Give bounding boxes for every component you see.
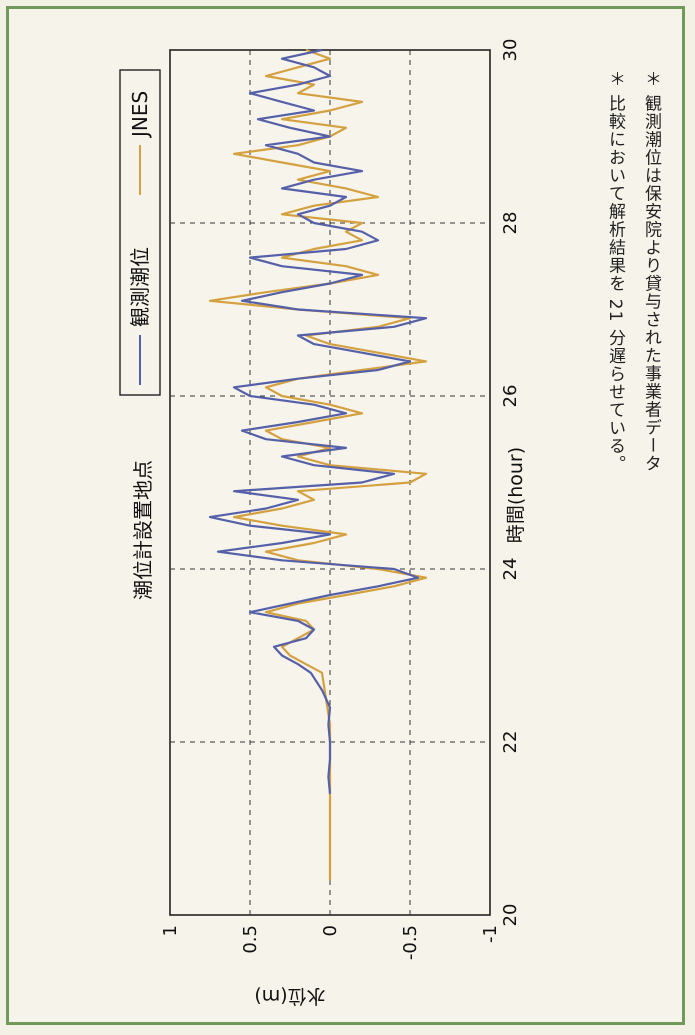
legend-label-jnes: JNES: [128, 91, 152, 139]
tick-labels: 20 22 24 26 28 30 -1 -0.5 0 0.5 1: [160, 39, 521, 961]
footnote-1: ＊ 観測潮位は保安院より貸与された事業者データ: [641, 70, 661, 473]
y-tick-label: 0: [320, 925, 341, 936]
x-tick-label: 26: [500, 385, 521, 408]
chart-title: 潮位計設置地点: [131, 460, 155, 600]
x-tick-label: 20: [500, 904, 521, 927]
x-tick-label: 30: [500, 39, 521, 62]
series-lines: [208, 48, 428, 881]
y-tick-label: 0.5: [240, 925, 261, 954]
y-axis-label: 水位(m): [254, 985, 325, 1007]
y-tick-label: -0.5: [400, 925, 421, 960]
legend: 観測潮位 JNES: [119, 69, 161, 396]
x-tick-label: 22: [500, 731, 521, 754]
x-tick-label: 28: [500, 212, 521, 235]
x-tick-label: 24: [500, 558, 521, 581]
y-tick-label: -1: [480, 925, 501, 943]
y-tick-label: 1: [160, 925, 181, 936]
series-line-observed: [208, 48, 428, 795]
legend-label-observed: 観測潮位: [128, 247, 152, 327]
x-axis-label: 時間(hour): [505, 447, 527, 543]
footnote-2: ＊ 比較において解析結果を 21 分遅らせている。: [605, 70, 625, 473]
footnotes: ＊ 観測潮位は保安院より貸与された事業者データ ＊ 比較において解析結果を 21…: [560, 70, 670, 610]
